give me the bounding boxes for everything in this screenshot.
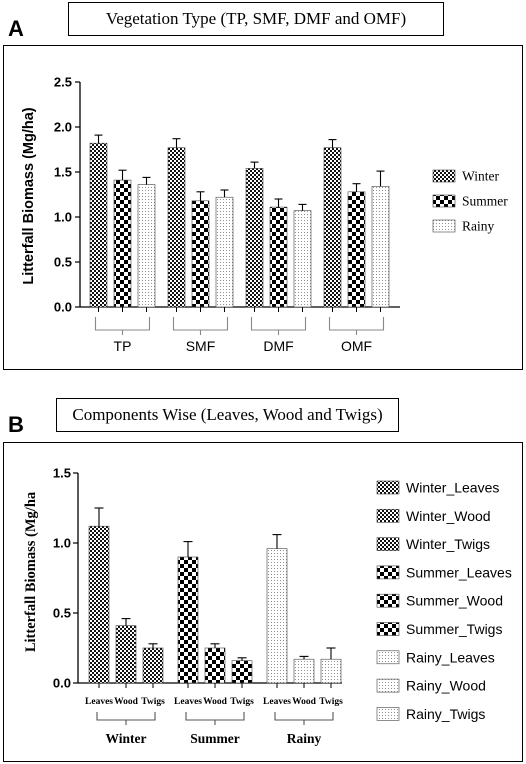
legend-label-winter-leaves: Winter_Leaves [406,480,499,496]
component-label-twigs: Twigs [141,697,165,707]
legend-swatch-winter-twigs [376,537,400,551]
bar-winter-wood [115,625,137,684]
legend-swatch-rainy-twigs [376,707,400,721]
legend-swatch-winter-wood [376,508,400,523]
component-label-twigs: Twigs [319,697,343,707]
group-bracket [328,317,385,331]
category-label-dmf: DMF [263,338,293,354]
bar-summer-dmf [269,206,288,308]
y-tick-label: 1.5 [53,466,71,481]
category-label-smf: SMF [186,338,216,354]
bar-winter-omf [323,147,342,308]
bar-winter-dmf [245,168,264,308]
component-label-twigs: Twigs [230,697,254,707]
legend-label-summer-wood: Summer_Wood [406,593,503,609]
legend-swatch-rainy [432,219,456,233]
legend-swatch-winter-leaves [376,480,400,495]
bar-summer-tp [113,179,132,308]
legend-label-rainy-wood: Rainy_Wood [406,678,486,694]
bar-rainy-leaves [266,548,288,684]
panel-a-letter: A [8,16,24,41]
bar-summer-smf [191,200,210,308]
legend-label-summer-leaves: Summer_Leaves [406,564,512,580]
bar-summer-twigs [231,660,253,684]
component-label-wood: Wood [203,697,227,707]
bar-winter-smf [167,147,186,308]
bar-rainy-dmf [293,210,312,308]
component-label-wood: Wood [292,697,316,707]
y-tick-label: 0.0 [54,300,72,315]
group-bracket [172,317,229,331]
panel-b-letter: B [8,412,24,437]
bar-summer-leaves [177,556,199,684]
legend-label-rainy: Rainy [462,219,494,234]
legend-label-summer: Summer [462,194,508,209]
y-tick-label: 0.5 [54,255,72,270]
legend-label-rainy-leaves: Rainy_Leaves [406,649,495,665]
panel-a-frame [3,45,523,370]
legend-swatch-rainy-leaves [376,650,400,665]
bar-rainy-smf [215,196,234,308]
group-bracket [94,317,151,331]
bar-winter-twigs [142,647,164,684]
y-tick-label: 0.5 [53,606,71,621]
legend-swatch-winter [432,169,456,183]
component-label-leaves: Leaves [263,697,291,707]
component-label-wood: Wood [114,697,138,707]
panel-b-frame [3,442,523,762]
legend-swatch-summer-twigs [376,622,400,636]
category-label-tp: TP [114,338,132,354]
group-bracket [250,317,307,331]
group-label-summer: Summer [190,731,240,746]
category-label-omf: OMF [341,338,372,354]
legend-label-winter: Winter [462,169,499,184]
group-bracket [274,712,334,721]
legend-swatch-summer-wood [376,593,400,608]
group-bracket [185,712,245,721]
bar-rainy-tp [137,184,156,308]
legend-label-winter-twigs: Winter_Twigs [406,536,490,552]
y-tick-label: 1.0 [53,536,71,551]
component-label-leaves: Leaves [174,697,202,707]
bar-rainy-wood [293,658,315,684]
legend-label-winter-wood: Winter_Wood [406,508,491,524]
bar-summer-omf [347,191,366,308]
group-label-winter: Winter [106,731,147,746]
bar-winter-leaves [88,525,110,684]
panel-b-title: Components Wise (Leaves, Wood and Twigs) [56,398,399,432]
y-tick-label: 2.5 [54,75,72,90]
y-tick-label: 0.0 [53,676,71,691]
panel-a-ylabel: Litterfall Biomass (Mg/ha) [21,107,37,284]
bar-winter-tp [89,142,108,308]
bar-summer-wood [204,647,226,684]
legend-swatch-rainy-wood [376,678,400,693]
component-label-leaves: Leaves [85,697,113,707]
y-tick-label: 2.0 [54,120,72,135]
legend-swatch-summer [432,194,456,208]
panel-b-ylabel: Litterfall Biomass (Mg/ha [23,491,39,652]
group-bracket [96,712,156,721]
y-tick-label: 1.5 [54,165,72,180]
legend-label-rainy-twigs: Rainy_Twigs [406,706,485,722]
y-tick-label: 1.0 [54,210,72,225]
legend-label-summer-twigs: Summer_Twigs [406,621,502,637]
bar-rainy-twigs [320,658,342,684]
panel-a-title: Vegetation Type (TP, SMF, DMF and OMF) [68,2,444,36]
bar-rainy-omf [371,186,390,308]
group-label-rainy: Rainy [287,731,322,746]
legend-swatch-summer-leaves [376,565,400,580]
